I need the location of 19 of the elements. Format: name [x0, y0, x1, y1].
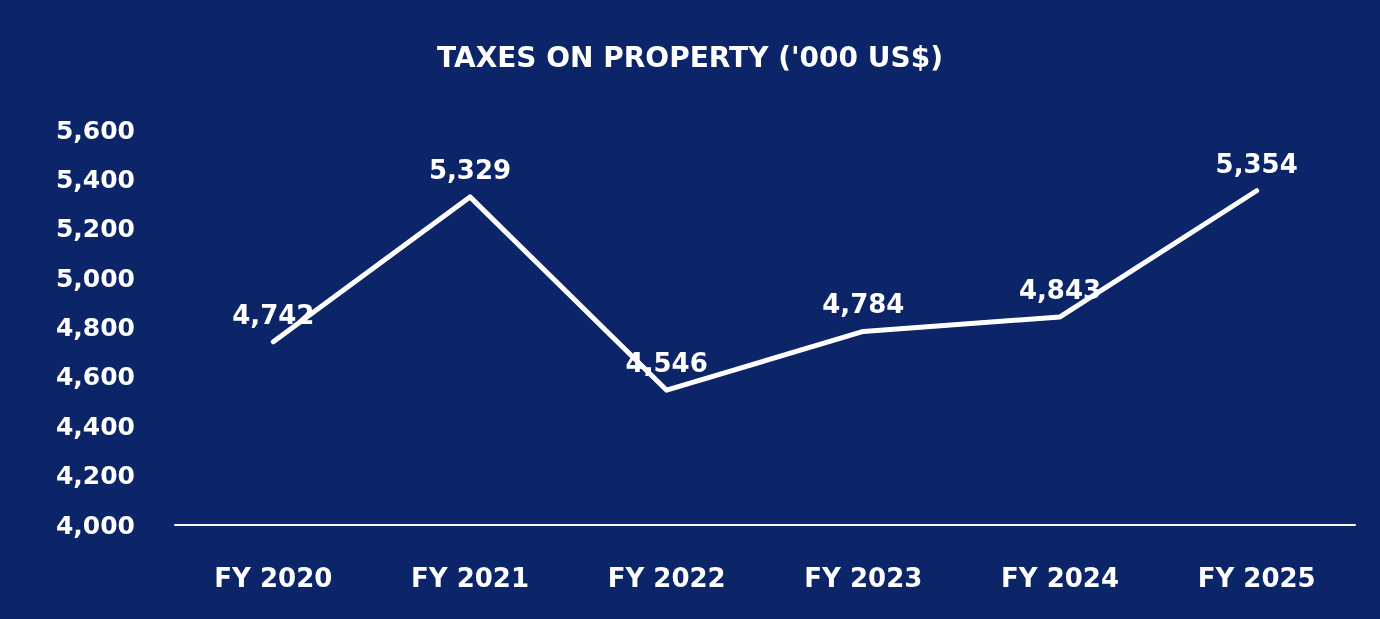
y-tick-label: 5,400 [55, 164, 135, 194]
data-label: 4,784 [822, 289, 905, 320]
y-tick-label: 4,000 [55, 510, 135, 540]
x-tick-label: FY 2025 [1197, 563, 1316, 593]
x-tick-label: FY 2022 [607, 563, 726, 593]
y-tick-label: 5,600 [55, 115, 135, 145]
y-tick-label: 4,800 [55, 313, 135, 342]
x-tick-label: FY 2023 [804, 563, 923, 593]
y-tick-label: 5,000 [55, 263, 135, 293]
y-tick-label: 4,400 [55, 411, 135, 441]
chart-title: TAXES ON PROPERTY ('000 US$) [437, 40, 943, 74]
data-label: 5,354 [1215, 148, 1298, 179]
x-tick-label: FY 2024 [1000, 563, 1120, 593]
y-tick-label: 5,200 [55, 214, 135, 244]
y-tick-label: 4,600 [55, 362, 135, 392]
data-label: 5,329 [428, 154, 512, 185]
x-tick-label: FY 2021 [410, 563, 530, 593]
x-tick-label: FY 2020 [214, 563, 333, 593]
y-tick-label: 4,200 [55, 461, 135, 491]
